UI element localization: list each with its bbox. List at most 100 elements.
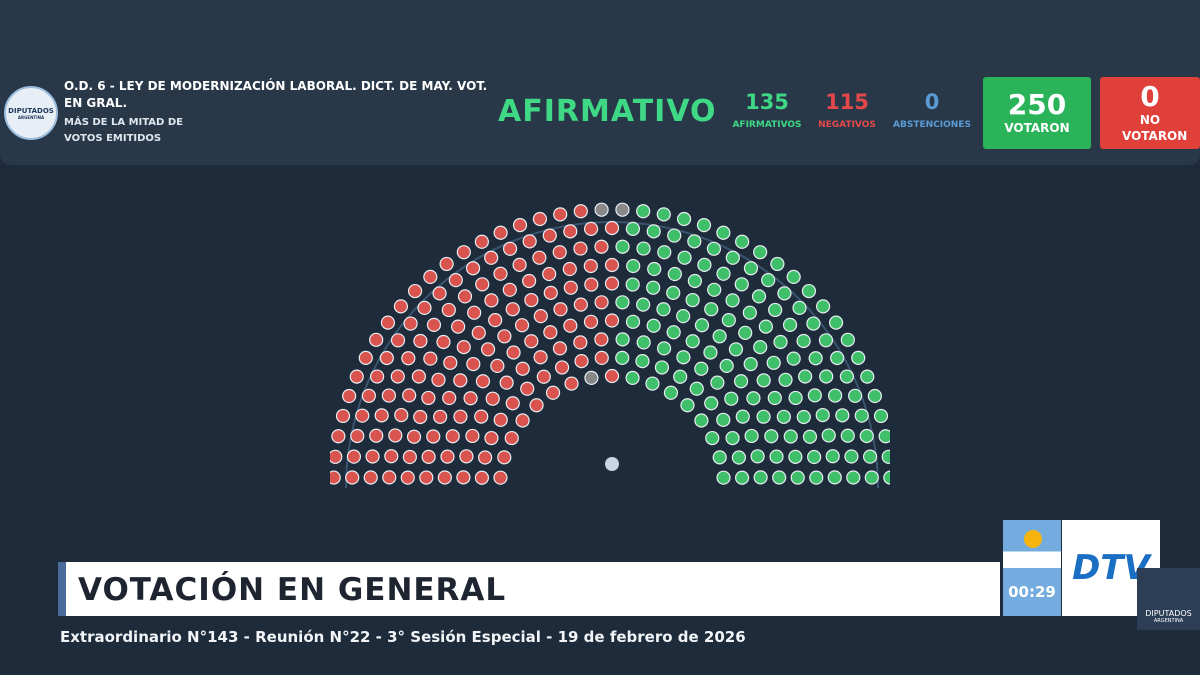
seat bbox=[731, 450, 746, 465]
seat bbox=[735, 234, 750, 249]
seat bbox=[573, 297, 588, 312]
seat bbox=[772, 470, 787, 485]
seat bbox=[443, 355, 458, 370]
seat bbox=[369, 332, 384, 347]
seat bbox=[830, 350, 845, 366]
seat bbox=[552, 245, 567, 260]
seat bbox=[758, 319, 773, 334]
seat bbox=[594, 350, 609, 366]
seat bbox=[750, 449, 765, 464]
seat bbox=[485, 391, 500, 406]
seat bbox=[734, 470, 750, 485]
seat bbox=[524, 292, 539, 308]
seat bbox=[522, 234, 537, 249]
seat bbox=[536, 369, 551, 384]
seat bbox=[782, 317, 798, 332]
seat bbox=[437, 470, 452, 485]
seat bbox=[742, 305, 757, 320]
seat bbox=[712, 450, 727, 465]
seat bbox=[656, 341, 672, 356]
seat bbox=[676, 309, 691, 324]
corner-logo-text: ARGENTINA bbox=[1153, 618, 1184, 624]
seat bbox=[878, 429, 890, 444]
seat bbox=[346, 449, 361, 464]
seat bbox=[584, 370, 599, 386]
seat bbox=[776, 409, 791, 424]
seat bbox=[769, 449, 784, 464]
seat bbox=[604, 276, 620, 291]
seat bbox=[522, 273, 537, 289]
seat bbox=[809, 470, 824, 485]
seat bbox=[335, 408, 351, 424]
seat bbox=[436, 334, 451, 350]
seat bbox=[828, 388, 843, 403]
seat bbox=[514, 318, 530, 333]
seat bbox=[533, 350, 548, 365]
seat bbox=[767, 390, 782, 406]
seat bbox=[788, 390, 803, 406]
seat bbox=[583, 258, 598, 274]
seat bbox=[697, 257, 712, 272]
seat bbox=[474, 234, 489, 249]
seat bbox=[342, 388, 357, 404]
seat bbox=[330, 470, 341, 485]
seat bbox=[859, 428, 874, 444]
seat bbox=[883, 470, 890, 485]
seat bbox=[615, 202, 630, 217]
seat bbox=[382, 470, 397, 485]
seat bbox=[413, 333, 428, 349]
seat bbox=[796, 409, 811, 425]
seat bbox=[456, 340, 471, 355]
seat bbox=[423, 351, 438, 366]
count-label: NEGATIVOS bbox=[818, 120, 876, 130]
seat bbox=[419, 470, 434, 485]
seat bbox=[615, 350, 630, 366]
seat bbox=[459, 449, 474, 464]
seat bbox=[604, 313, 620, 328]
seat bbox=[819, 369, 834, 384]
seat bbox=[798, 369, 813, 384]
seat bbox=[594, 295, 609, 310]
seat bbox=[448, 273, 463, 288]
seat bbox=[563, 224, 578, 239]
seat bbox=[403, 316, 418, 331]
seat bbox=[456, 470, 471, 485]
count: 0 ABSTENCIONES bbox=[887, 90, 977, 130]
seat bbox=[401, 351, 416, 366]
seat bbox=[465, 428, 480, 444]
seat bbox=[442, 390, 457, 406]
seat bbox=[440, 449, 455, 464]
seat bbox=[406, 429, 422, 444]
seat bbox=[615, 332, 630, 347]
seat bbox=[393, 299, 409, 314]
seat bbox=[788, 449, 803, 464]
seat bbox=[553, 302, 568, 317]
seat bbox=[505, 396, 520, 411]
seat bbox=[724, 391, 739, 406]
seat bbox=[689, 381, 704, 396]
seat bbox=[625, 277, 640, 292]
seat bbox=[475, 374, 491, 389]
seat bbox=[646, 280, 661, 295]
seat bbox=[768, 302, 783, 318]
corner-logo-text: DIPUTADOS bbox=[1145, 609, 1192, 618]
seat bbox=[743, 356, 758, 372]
seat bbox=[363, 470, 378, 485]
seat bbox=[515, 413, 530, 428]
seat bbox=[821, 428, 836, 443]
seat bbox=[851, 350, 866, 365]
seat bbox=[390, 369, 405, 384]
seat bbox=[680, 398, 695, 413]
seat bbox=[493, 266, 508, 281]
timer: 00:29 bbox=[1003, 568, 1061, 616]
seat bbox=[840, 428, 855, 443]
seat bbox=[499, 375, 514, 390]
seat bbox=[615, 295, 630, 310]
seat bbox=[716, 412, 731, 427]
seat bbox=[543, 285, 558, 300]
seat bbox=[421, 449, 436, 464]
logo: DIPUTADOS ARGENTINA bbox=[4, 86, 58, 140]
seat bbox=[716, 225, 731, 240]
seat bbox=[453, 373, 468, 388]
